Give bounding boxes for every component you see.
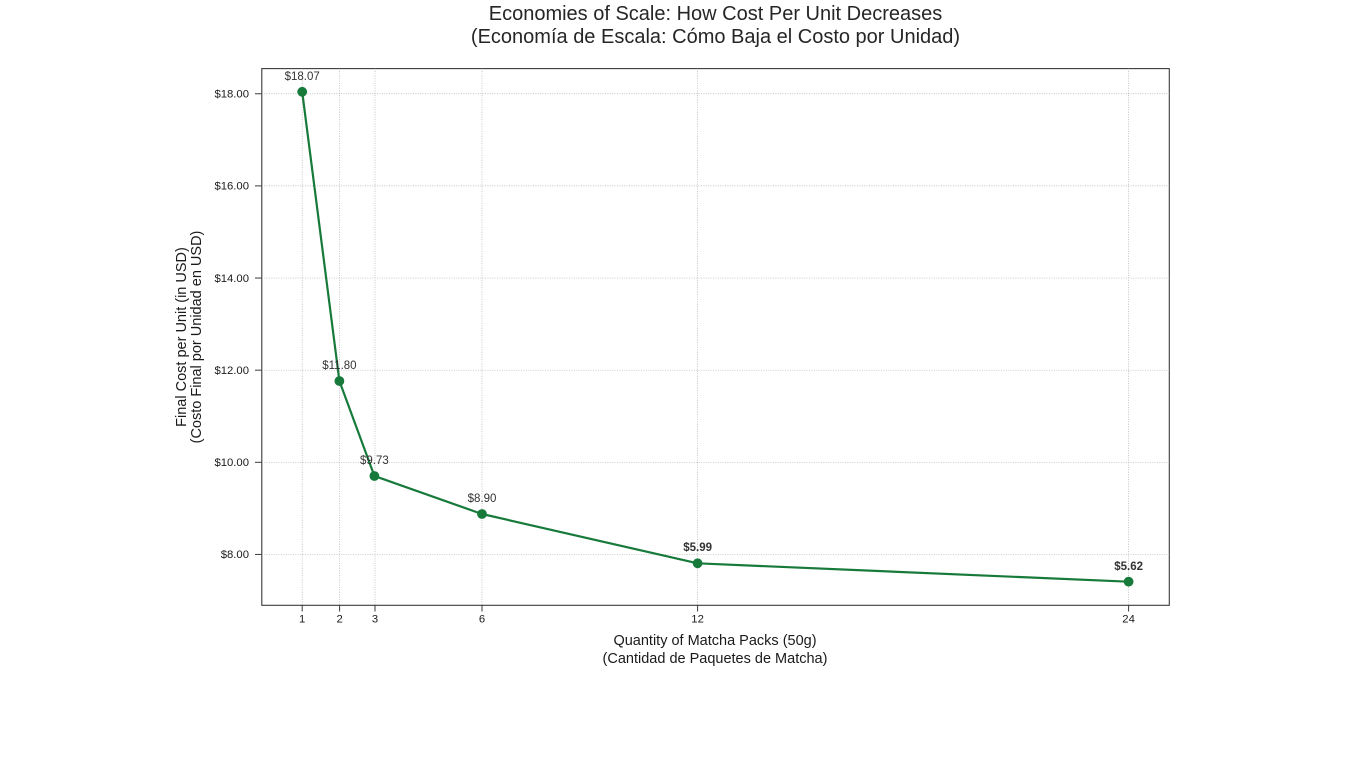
svg-text:(Costo Final por Unidad en USD: (Costo Final por Unidad en USD) bbox=[189, 231, 205, 444]
svg-text:$11.80: $11.80 bbox=[322, 360, 356, 372]
svg-text:(Economía de Escala: Cómo Baja: (Economía de Escala: Cómo Baja el Costo … bbox=[471, 26, 960, 48]
svg-text:$18.07: $18.07 bbox=[285, 71, 320, 83]
svg-text:6: 6 bbox=[479, 614, 485, 626]
svg-text:$10.00: $10.00 bbox=[214, 457, 249, 469]
svg-text:$5.62: $5.62 bbox=[1114, 561, 1143, 573]
svg-text:$9.73: $9.73 bbox=[360, 455, 389, 467]
svg-text:1: 1 bbox=[299, 614, 305, 626]
svg-text:24: 24 bbox=[1122, 614, 1135, 626]
svg-text:Final Cost per Unit (in USD): Final Cost per Unit (in USD) bbox=[174, 247, 190, 427]
svg-text:(Cantidad de Paquetes de Match: (Cantidad de Paquetes de Matcha) bbox=[603, 651, 828, 667]
svg-text:Economies of Scale: How Cost P: Economies of Scale: How Cost Per Unit De… bbox=[489, 3, 943, 25]
svg-text:$8.00: $8.00 bbox=[221, 549, 249, 561]
svg-text:3: 3 bbox=[372, 614, 378, 626]
svg-text:$5.99: $5.99 bbox=[683, 542, 712, 554]
svg-text:12: 12 bbox=[691, 614, 704, 626]
svg-text:$14.00: $14.00 bbox=[214, 273, 249, 285]
svg-text:2: 2 bbox=[336, 614, 342, 626]
svg-text:Quantity of Matcha Packs (50g): Quantity of Matcha Packs (50g) bbox=[613, 633, 816, 649]
svg-text:$8.90: $8.90 bbox=[468, 493, 497, 505]
svg-text:$16.00: $16.00 bbox=[214, 181, 249, 193]
svg-text:$18.00: $18.00 bbox=[214, 89, 249, 101]
svg-text:$12.00: $12.00 bbox=[214, 365, 249, 377]
